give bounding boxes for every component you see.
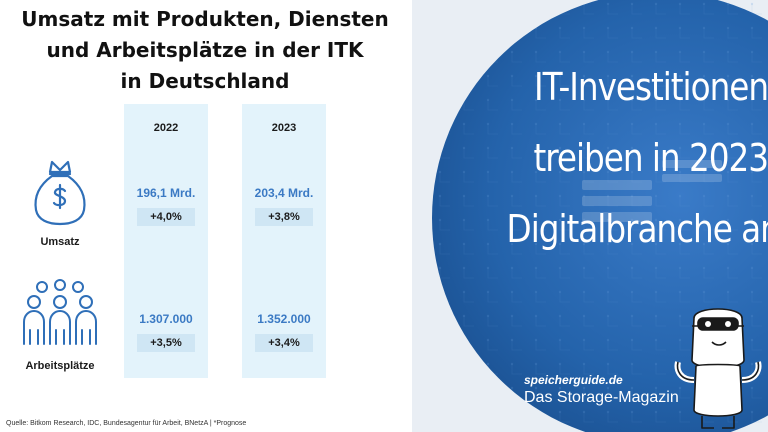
row-label-arbeitsplaetze: Arbeitsplätze <box>25 360 95 372</box>
headline-line-2: treiben in 2023 <box>533 136 768 180</box>
hero-headline: IT-Investitionen treiben in 2023 Digital… <box>507 52 768 265</box>
infographic-title: Umsatz mit Produkten, Diensten und Arbei… <box>0 4 410 97</box>
brand-block: speicherguide.de Das Storage-Magazin <box>524 372 679 408</box>
infographic: Umsatz mit Produkten, Diensten und Arbei… <box>0 4 410 427</box>
value-umsatz-2023: 203,4 Mrd. <box>254 186 314 200</box>
year-label-2023: 2023 <box>271 122 297 134</box>
robot-mascot-icon <box>672 300 764 432</box>
change-badge-arbeitsplaetze-2022: +3,5% <box>137 334 195 352</box>
change-badge-arbeitsplaetze-2023: +3,4% <box>255 334 313 352</box>
title-line-2: und Arbeitsplätze in der ITK <box>46 38 364 62</box>
brand-site: speicherguide.de <box>524 373 623 387</box>
title-line-3: in Deutschland <box>120 69 290 93</box>
year-column-2023 <box>242 104 326 378</box>
change-badge-umsatz-2023: +3,8% <box>255 208 313 226</box>
change-badge-umsatz-2022: +4,0% <box>137 208 195 226</box>
value-arbeitsplaetze-2022: 1.307.000 <box>139 312 193 326</box>
value-umsatz-2022: 196,1 Mrd. <box>136 186 196 200</box>
hero-background <box>412 0 768 432</box>
headline-line-3: Digitalbranche an <box>506 207 768 251</box>
headline-line-1: IT-Investitionen <box>533 65 768 109</box>
year-column-2022 <box>124 104 208 378</box>
people-group-icon <box>20 278 100 356</box>
hero-panel: IT-Investitionen treiben in 2023 Digital… <box>412 0 768 432</box>
brand-tagline: Das Storage-Magazin <box>524 389 679 406</box>
money-bag-icon <box>30 158 90 234</box>
source-note: Quelle: Bitkom Research, IDC, Bundesagen… <box>6 420 247 427</box>
year-label-2022: 2022 <box>153 122 179 134</box>
title-line-1: Umsatz mit Produkten, Diensten <box>21 7 389 31</box>
value-arbeitsplaetze-2023: 1.352.000 <box>257 312 311 326</box>
row-label-umsatz: Umsatz <box>40 236 80 248</box>
